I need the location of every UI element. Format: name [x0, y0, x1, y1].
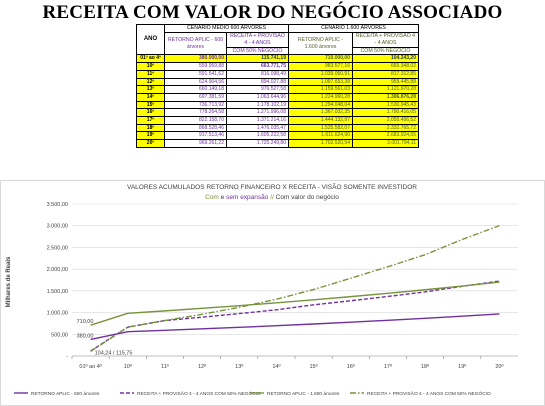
subtitle-sem: sem expansão [226, 194, 269, 201]
y-tick-label: 1.000,00 [47, 311, 68, 317]
x-tick-label: 10º [124, 363, 132, 370]
x-tick-labels: 01º ao 4º 10º 11º 12º 13º 14º 15º 16º 17º 18º 19º 2… [71, 356, 503, 370]
x-tick-label: 01º ao 4º [79, 363, 101, 370]
subtitle-sep: // [270, 194, 274, 201]
col-receita-600: RECEITA + PROVISÃO 4 - 4 ANOS [226, 31, 289, 48]
legend: RETORNO APLIC - 600 árvores RECEITA + PRO… [14, 390, 491, 397]
y-tick-label: 2.500,00 [47, 245, 68, 251]
annotations: 710,00 380,00 104,24 / 115,75 [77, 319, 133, 356]
legend-label: RETORNO APLIC - 600 árvores [31, 391, 100, 397]
legend-label: RETORNO APLIC - 1.600 árvores [267, 391, 340, 397]
table-row: 17º 822.158,70 1.371.214,16 1.444.132,97 2.0… [136, 116, 419, 125]
x-tick-label: 12º [198, 363, 206, 370]
x-tick-label: 13º [235, 363, 243, 370]
x-tick-label: 20º [495, 363, 503, 370]
subtitle-valor: Com valor do negócio [276, 194, 340, 201]
series-line-0 [90, 313, 500, 341]
legend-label: RECEITA + PROVISÃO 4 - 4 ANOS COM 50% NE… [367, 390, 491, 397]
y-tick-label: 3.500,00 [47, 202, 68, 208]
table-row: 01º ao 4º 380.000,00 115.741,19 710.000,00 1… [136, 54, 419, 64]
chart-title: VALORES ACUMULADOS RETORNO FINANCEIRO X … [127, 182, 417, 191]
col-retorno-600: RETORNO APLIC - 600 árvores [164, 31, 227, 56]
receita-1600-cell: 3.001.794,11 [352, 139, 419, 148]
annotation-label: 380,00 [77, 333, 94, 339]
table-row: 11º 591.541,62 816.098,49 1.039.050,91 817.3… [136, 69, 419, 79]
y-tick-label: 2.000,00 [47, 267, 68, 273]
table-row: 20º 969.261,22 1.725.249,80 1.702.520,54 3.0… [136, 139, 419, 148]
series-line-2 [90, 281, 500, 326]
x-tick-label: 16º [347, 363, 355, 370]
x-tick-label: 15º [310, 363, 318, 370]
chart-subtitle: Com e sem expansão // Com valor do negóc… [205, 194, 339, 201]
subtitle-e: e [221, 194, 225, 201]
y-axis-label: Milhares de Reais [6, 256, 12, 307]
x-tick-label: 17º [384, 363, 392, 370]
y-tick-label: 500,00 [51, 332, 68, 338]
legend-label: RECEITA + PROVISÃO 4 - 4 ANOS COM 50% NE… [137, 390, 261, 397]
x-tick-label: 11º [161, 363, 169, 370]
chart-frame [0, 180, 545, 406]
page-title: RECEITA COM VALOR DO NEGÓCIO ASSOCIADO [42, 2, 503, 23]
y-tick-label: 3.000,00 [47, 224, 68, 230]
y-tick-label: - [66, 354, 68, 360]
revenue-table: ANO CENÁRIO MÉDIO 600 ÁRVORES CENÁRIO 1.… [136, 23, 419, 148]
series-line-3 [90, 224, 500, 353]
x-tick-label: 14º [272, 363, 280, 370]
x-tick-label: 18º [421, 363, 429, 370]
col-receita-1600: RECEITA + PROVISÃO 4 - 4 ANOS [352, 31, 419, 48]
table-row: 14º 697.381,59 1.063.644,96 1.224.960,28 1.3… [136, 92, 419, 102]
series-line-1 [90, 280, 500, 352]
annotation-label: 104,24 / 115,75 [95, 350, 133, 356]
x-tick-label: 19º [458, 363, 466, 370]
annotation-label: 710,00 [77, 319, 94, 325]
y-tick-labels: - 500,00 1.000,00 1.500,00 2.000,00 2.500,00 3… [47, 202, 69, 360]
y-tick-label: 1.500,00 [47, 289, 68, 295]
subtitle-com: Com [205, 194, 219, 201]
grid [72, 203, 518, 357]
series-lines [90, 224, 500, 353]
